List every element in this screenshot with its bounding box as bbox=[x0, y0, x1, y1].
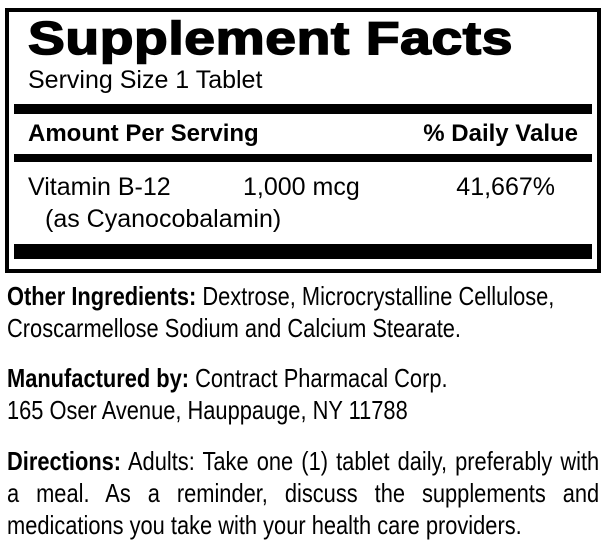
nutrient-daily-value: 41,667% bbox=[456, 173, 555, 201]
directions-section: Directions: Adults: Take one (1) tablet … bbox=[7, 445, 601, 541]
manufacturer-name: Contract Pharmacal Corp. bbox=[189, 363, 448, 393]
daily-value-header: % Daily Value bbox=[423, 120, 578, 147]
divider-thick-bottom bbox=[14, 244, 592, 259]
manufactured-by-label: Manufactured by: bbox=[7, 363, 190, 393]
manufacturer-address: 165 Oser Avenue, Hauppauge, NY 11788 bbox=[7, 395, 408, 425]
directions-line3: medications you take with your health ca… bbox=[7, 510, 522, 540]
amount-per-serving-header: Amount Per Serving bbox=[28, 120, 259, 147]
divider-medium bbox=[14, 154, 592, 162]
nutrient-amount: 1,000 mcg bbox=[243, 173, 360, 201]
panel-header-row: Amount Per Serving % Daily Value bbox=[9, 121, 597, 147]
manufactured-by-section: Manufactured by: Contract Pharmacal Corp… bbox=[7, 362, 601, 426]
supplement-facts-panel: Supplement Facts Serving Size 1 Tablet A… bbox=[5, 8, 601, 273]
other-ingredients-label: Other Ingredients: bbox=[7, 281, 197, 311]
nutrient-name: Vitamin B-12 bbox=[28, 173, 171, 201]
divider-thick-top bbox=[14, 104, 592, 114]
other-ingredients-text: Dextrose, Microcrystalline Cellulose, bbox=[196, 281, 555, 311]
nutrient-row: Vitamin B-12 1,000 mcg 41,667% bbox=[9, 174, 597, 200]
serving-size: Serving Size 1 Tablet bbox=[28, 66, 263, 94]
directions-line2: a meal. As a reminder, discuss the suppl… bbox=[7, 478, 600, 508]
directions-line1: Directions: Adults: Take one (1) tablet … bbox=[7, 445, 599, 477]
panel-title: Supplement Facts bbox=[27, 12, 514, 64]
other-ingredients-line2: Croscarmellose Sodium and Calcium Steara… bbox=[7, 313, 461, 343]
directions-label: Directions: bbox=[7, 446, 122, 476]
manufactured-by-line1: Manufactured by: Contract Pharmacal Corp… bbox=[7, 362, 599, 394]
nutrient-name-line2: (as Cyanocobalamin) bbox=[45, 205, 282, 233]
directions-text-line1: Adults: Take one (1) tablet daily, prefe… bbox=[121, 446, 600, 476]
other-ingredients-line1: Other Ingredients: Dextrose, Microcrysta… bbox=[7, 280, 599, 312]
other-ingredients-section: Other Ingredients: Dextrose, Microcrysta… bbox=[7, 280, 601, 344]
